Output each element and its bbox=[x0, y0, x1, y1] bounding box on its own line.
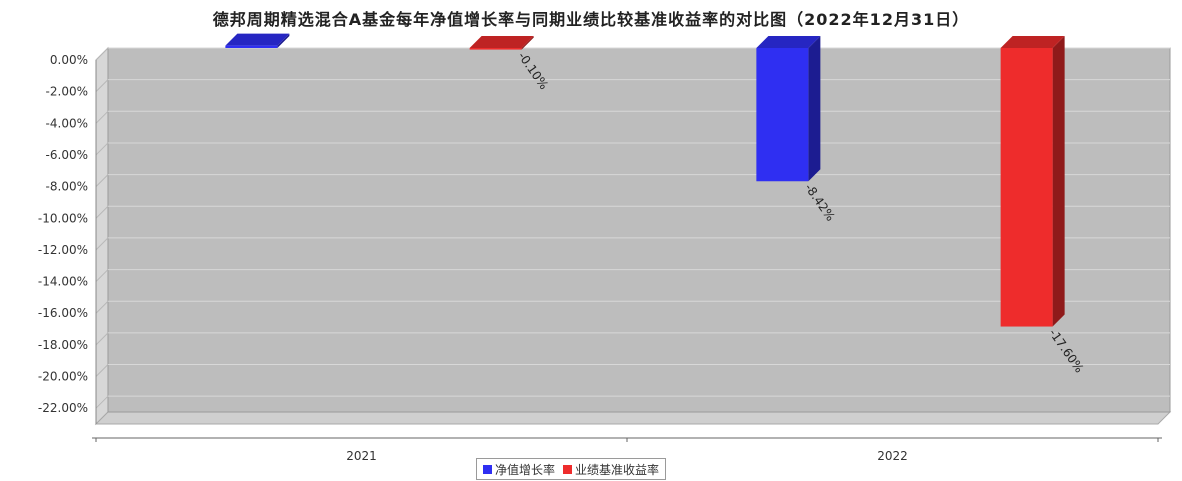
y-axis: 0.00% -2.00% -4.00% -6.00% -8.00% -10.00% -12.… bbox=[38, 53, 97, 424]
gridline-side bbox=[95, 79, 109, 93]
legend-label-nav: 净值增长率 bbox=[495, 462, 556, 477]
y-tick-label: -2.00% bbox=[46, 85, 88, 99]
y-tick-label: -6.00% bbox=[46, 148, 88, 162]
bar-benchmark-2022 bbox=[1000, 36, 1065, 327]
gridline-side bbox=[95, 174, 109, 187]
bar-nav-2022 bbox=[756, 36, 821, 182]
y-tick-label: -8.00% bbox=[46, 180, 88, 194]
bar-benchmark-2021 bbox=[469, 36, 534, 50]
y-tick-label: -10.00% bbox=[38, 211, 88, 225]
x-axis: 2021 2022 bbox=[92, 437, 1162, 463]
gridline-side bbox=[95, 332, 109, 346]
gridline-side bbox=[95, 110, 109, 124]
gridline-side bbox=[95, 237, 109, 251]
legend-label-benchmark: 业绩基准收益率 bbox=[575, 462, 660, 477]
legend-swatch-nav bbox=[483, 464, 492, 474]
y-tick-label: -20.00% bbox=[38, 370, 88, 384]
floor bbox=[94, 411, 1172, 425]
bars bbox=[225, 33, 1065, 327]
y-tick-label: -12.00% bbox=[38, 243, 88, 257]
gridline-side bbox=[95, 364, 109, 377]
left-wall bbox=[95, 46, 109, 426]
x-tick-label: 2022 bbox=[877, 449, 908, 463]
legend-item-benchmark: 业绩基准收益率 bbox=[563, 461, 659, 478]
y-tick-label: 0.00% bbox=[50, 53, 88, 67]
y-tick-label: -18.00% bbox=[38, 338, 88, 352]
chart-title: 德邦周期精选混合A基金每年净值增长率与同期业绩比较基准收益率的对比图（2022年… bbox=[212, 10, 970, 29]
y-tick-label: -16.00% bbox=[38, 306, 88, 320]
gridlines bbox=[95, 47, 1170, 409]
bar-nav-2021 bbox=[225, 33, 290, 48]
gridline-side bbox=[95, 269, 109, 282]
y-tick-label: -14.00% bbox=[38, 275, 88, 289]
y-tick-label: -22.00% bbox=[38, 401, 88, 415]
gridline-side bbox=[95, 142, 109, 156]
back-wall bbox=[107, 47, 1171, 413]
gridline-side bbox=[95, 395, 109, 409]
y-tick-label: -4.00% bbox=[46, 116, 88, 130]
x-tick-label: 2021 bbox=[346, 449, 377, 463]
legend-item-nav: 净值增长率 bbox=[483, 461, 555, 478]
legend: 净值增长率 业绩基准收益率 bbox=[476, 458, 667, 480]
gridline-side bbox=[95, 47, 109, 61]
gridline-side bbox=[95, 205, 109, 219]
plot-area bbox=[94, 46, 1172, 426]
gridline-side bbox=[95, 300, 109, 314]
legend-swatch-benchmark bbox=[563, 464, 573, 474]
